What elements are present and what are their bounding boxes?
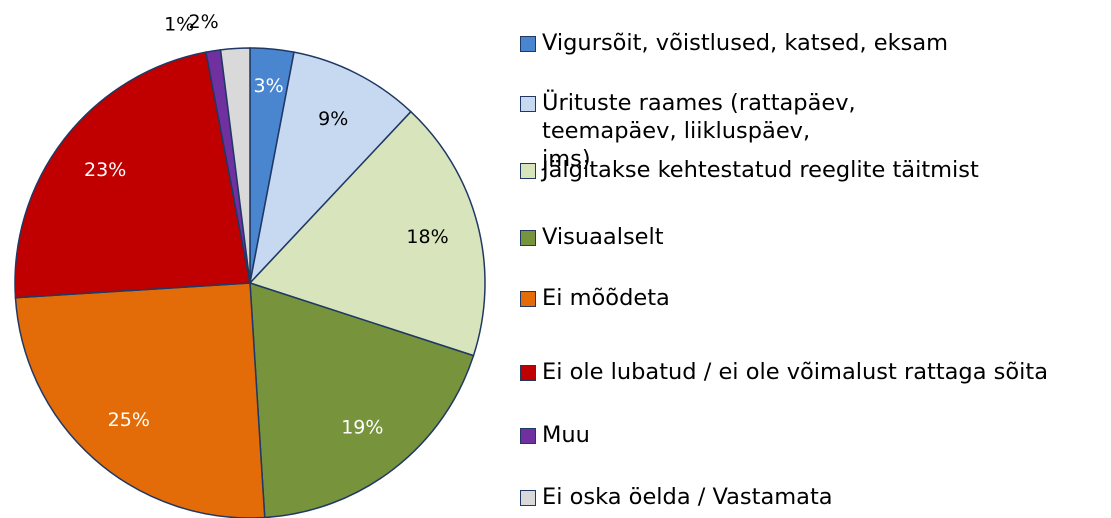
legend-swatch <box>520 230 536 246</box>
legend-item: Visuaalselt <box>520 223 1100 251</box>
legend-item: Ei ole lubatud / ei ole võimalust rattag… <box>520 358 1095 386</box>
legend-label: Vigursõit, võistlused, katsed, eksam <box>542 30 949 56</box>
legend-label: Ürituste raames (rattapäev, teemapäev, l… <box>542 90 856 172</box>
legend-swatch <box>520 96 536 112</box>
data-label: 23% <box>84 159 126 181</box>
legend-item: Ei oska öelda / Vastamata <box>520 483 1100 511</box>
legend-label: Jälgitakse kehtestatud reeglite täitmist <box>542 157 979 183</box>
legend-item: Ürituste raames (rattapäev, teemapäev, l… <box>520 89 860 173</box>
legend-item: Ei mõõdeta <box>520 284 1100 312</box>
legend-label: Ei ole lubatud / ei ole võimalust rattag… <box>542 359 1049 385</box>
legend-item: Vigursõit, võistlused, katsed, eksam <box>520 29 1100 57</box>
data-label: 25% <box>108 409 150 431</box>
data-label: 2% <box>189 11 219 33</box>
data-label: 9% <box>318 108 348 130</box>
pie-slice <box>219 47 251 284</box>
pie-slice <box>249 281 475 518</box>
data-label: 1% <box>164 14 194 36</box>
legend-item: Muu <box>520 421 1100 449</box>
legend-swatch <box>520 291 536 307</box>
legend-swatch <box>520 490 536 506</box>
legend-label: Ei oska öelda / Vastamata <box>542 484 833 510</box>
data-label: 3% <box>253 75 283 97</box>
legend-swatch <box>520 163 536 179</box>
legend-swatch <box>520 365 536 381</box>
data-label: 19% <box>341 416 383 438</box>
data-label: 18% <box>406 226 448 248</box>
pie-slice <box>248 110 486 357</box>
legend-label: Visuaalselt <box>542 224 664 250</box>
pie-slice <box>248 51 412 286</box>
pie-slice <box>14 51 251 299</box>
legend-item: Jälgitakse kehtestatud reeglite täitmist <box>520 156 1100 184</box>
legend-label: Ei mõõdeta <box>542 285 670 311</box>
legend-label: Muu <box>542 422 590 448</box>
pie-slice <box>14 282 266 518</box>
legend-swatch <box>520 428 536 444</box>
legend-swatch <box>520 36 536 52</box>
